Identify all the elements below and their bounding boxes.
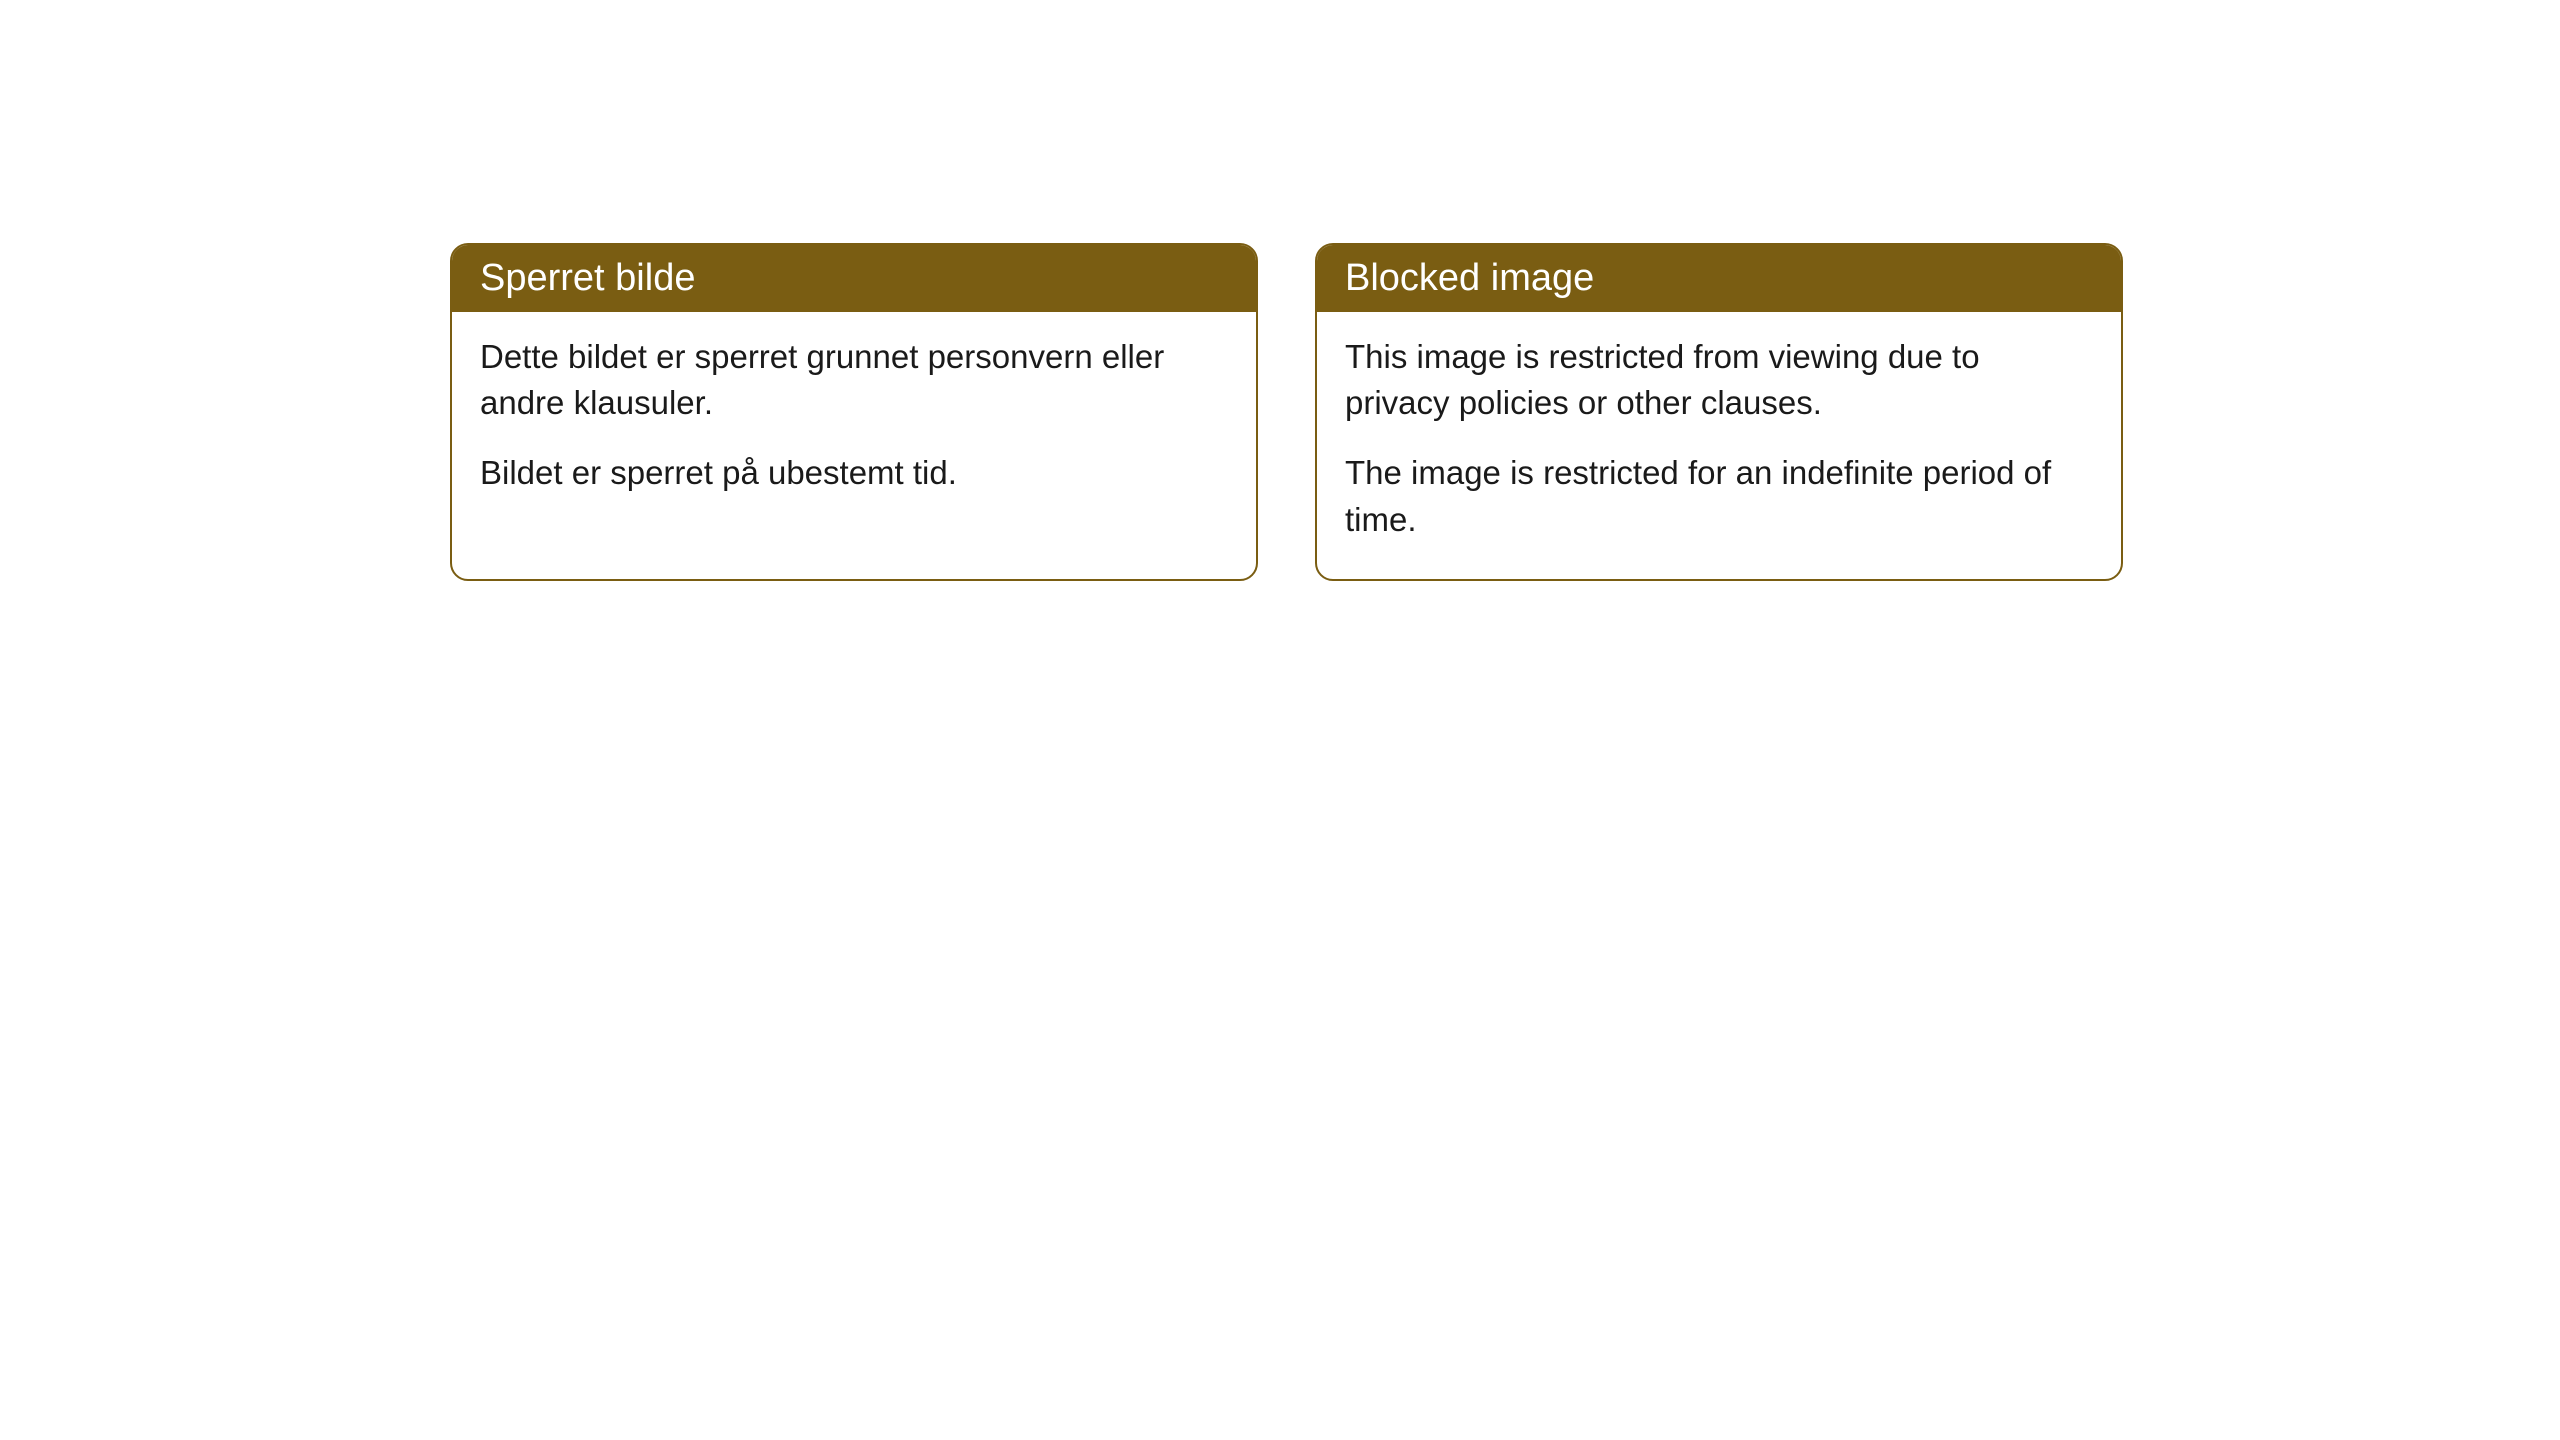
card-body-norwegian: Dette bildet er sperret grunnet personve… bbox=[452, 312, 1256, 533]
notice-card-english: Blocked image This image is restricted f… bbox=[1315, 243, 2123, 581]
card-title: Blocked image bbox=[1345, 257, 1594, 299]
card-paragraph: Dette bildet er sperret grunnet personve… bbox=[480, 334, 1228, 426]
card-header-norwegian: Sperret bilde bbox=[452, 245, 1256, 312]
card-title: Sperret bilde bbox=[480, 257, 695, 299]
card-paragraph: This image is restricted from viewing du… bbox=[1345, 334, 2093, 426]
card-body-english: This image is restricted from viewing du… bbox=[1317, 312, 2121, 579]
notice-card-norwegian: Sperret bilde Dette bildet er sperret gr… bbox=[450, 243, 1258, 581]
notice-container: Sperret bilde Dette bildet er sperret gr… bbox=[450, 243, 2123, 581]
card-paragraph: The image is restricted for an indefinit… bbox=[1345, 450, 2093, 542]
card-header-english: Blocked image bbox=[1317, 245, 2121, 312]
card-paragraph: Bildet er sperret på ubestemt tid. bbox=[480, 450, 1228, 496]
